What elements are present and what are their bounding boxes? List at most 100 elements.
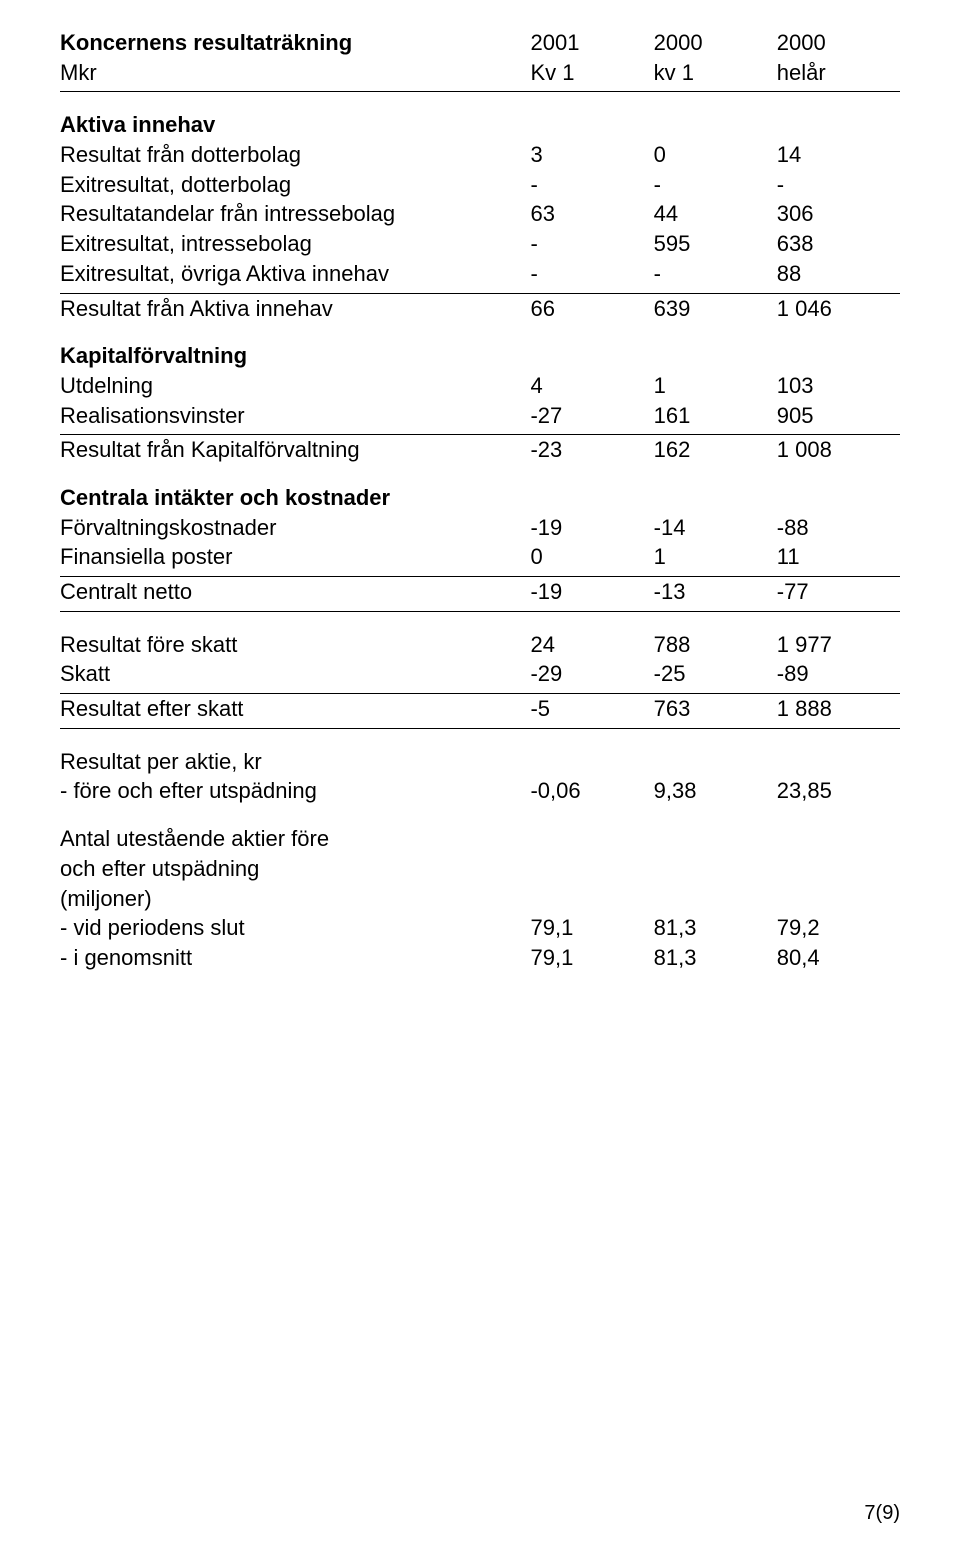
cell: 639	[654, 294, 777, 324]
row-label: Centralt netto	[60, 577, 530, 607]
cell: 1	[654, 542, 777, 572]
gap	[60, 323, 900, 341]
heading: Aktiva innehav	[60, 110, 530, 140]
table-row: Skatt -29 -25 -89	[60, 659, 900, 689]
section-heading-antal-2: och efter utspädning	[60, 854, 900, 884]
cell: 81,3	[654, 913, 777, 943]
row-label: - i genomsnitt	[60, 943, 530, 973]
col-sub-3: helår	[777, 58, 900, 88]
row-label: Förvaltningskostnader	[60, 513, 530, 543]
cell: 79,2	[777, 913, 900, 943]
row-label: Skatt	[60, 659, 530, 689]
cell: 81,3	[654, 943, 777, 973]
cell: 0	[654, 140, 777, 170]
cell: 1 888	[777, 694, 900, 724]
cell: -13	[654, 577, 777, 607]
cell: 79,1	[530, 943, 653, 973]
cell: 3	[530, 140, 653, 170]
cell: -	[654, 170, 777, 200]
cell: -29	[530, 659, 653, 689]
subtitle: Mkr	[60, 58, 530, 88]
col-year-2: 2000	[654, 28, 777, 58]
cell: -77	[777, 577, 900, 607]
table-row: Resultatandelar från intressebolag 63 44…	[60, 199, 900, 229]
title: Koncernens resultaträkning	[60, 28, 530, 58]
row-label: Resultat från Kapitalförvaltning	[60, 435, 530, 465]
table-row: Resultat före skatt 24 788 1 977	[60, 630, 900, 660]
heading: och efter utspädning	[60, 854, 530, 884]
section-heading-antal-3: (miljoner)	[60, 884, 900, 914]
heading: Antal utestående aktier före	[60, 824, 530, 854]
section-heading-centrala: Centrala intäkter och kostnader	[60, 483, 900, 513]
cell: 595	[654, 229, 777, 259]
table-row: - i genomsnitt 79,1 81,3 80,4	[60, 943, 900, 973]
row-label: Exitresultat, dotterbolag	[60, 170, 530, 200]
cell: -14	[654, 513, 777, 543]
cell: 14	[777, 140, 900, 170]
col-year-3: 2000	[777, 28, 900, 58]
cell: 1	[654, 371, 777, 401]
cell: -5	[530, 694, 653, 724]
row-label: Utdelning	[60, 371, 530, 401]
cell: -27	[530, 401, 653, 431]
cell: 103	[777, 371, 900, 401]
header-row-2: Mkr Kv 1 kv 1 helår	[60, 58, 900, 88]
table-row: Utdelning 4 1 103	[60, 371, 900, 401]
col-sub-1: Kv 1	[530, 58, 653, 88]
cell: 162	[654, 435, 777, 465]
cell: -88	[777, 513, 900, 543]
cell: -	[530, 229, 653, 259]
row-label: Finansiella poster	[60, 542, 530, 572]
cell: -23	[530, 435, 653, 465]
row-label: Resultat från dotterbolag	[60, 140, 530, 170]
row-label: Exitresultat, intressebolag	[60, 229, 530, 259]
row-label: - före och efter utspädning	[60, 776, 530, 806]
cell: 306	[777, 199, 900, 229]
cell: 79,1	[530, 913, 653, 943]
cell: 788	[654, 630, 777, 660]
table-total: Centralt netto -19 -13 -77	[60, 577, 900, 607]
heading: Resultat per aktie, kr	[60, 747, 530, 777]
cell: 0	[530, 542, 653, 572]
gap	[60, 729, 900, 747]
gap	[60, 612, 900, 630]
cell: -	[654, 259, 777, 289]
header-row-1: Koncernens resultaträkning 2001 2000 200…	[60, 28, 900, 58]
cell: 24	[530, 630, 653, 660]
table-row: - före och efter utspädning -0,06 9,38 2…	[60, 776, 900, 806]
table-row: Exitresultat, intressebolag - 595 638	[60, 229, 900, 259]
row-label: Exitresultat, övriga Aktiva innehav	[60, 259, 530, 289]
row-label: - vid periodens slut	[60, 913, 530, 943]
row-label: Realisationsvinster	[60, 401, 530, 431]
cell: 1 977	[777, 630, 900, 660]
col-year-1: 2001	[530, 28, 653, 58]
cell: 66	[530, 294, 653, 324]
table-row: Realisationsvinster -27 161 905	[60, 401, 900, 431]
row-label: Resultat före skatt	[60, 630, 530, 660]
table-row: Förvaltningskostnader -19 -14 -88	[60, 513, 900, 543]
table-total: Resultat från Kapitalförvaltning -23 162…	[60, 435, 900, 465]
gap	[60, 806, 900, 824]
row-label: Resultatandelar från intressebolag	[60, 199, 530, 229]
cell: 9,38	[654, 776, 777, 806]
cell: -0,06	[530, 776, 653, 806]
cell: 763	[654, 694, 777, 724]
cell: 1 046	[777, 294, 900, 324]
cell: -19	[530, 513, 653, 543]
cell: 63	[530, 199, 653, 229]
page: Koncernens resultaträkning 2001 2000 200…	[0, 0, 960, 1545]
table-row: Resultat från dotterbolag 3 0 14	[60, 140, 900, 170]
section-heading-aktiva: Aktiva innehav	[60, 110, 900, 140]
table-total: Resultat från Aktiva innehav 66 639 1 04…	[60, 294, 900, 324]
table-row: Finansiella poster 0 1 11	[60, 542, 900, 572]
cell: 88	[777, 259, 900, 289]
cell: 161	[654, 401, 777, 431]
gap	[60, 92, 900, 110]
gap	[60, 465, 900, 483]
cell: -19	[530, 577, 653, 607]
section-heading-antal-1: Antal utestående aktier före	[60, 824, 900, 854]
income-table: Koncernens resultaträkning 2001 2000 200…	[60, 28, 900, 973]
cell: 638	[777, 229, 900, 259]
cell: 905	[777, 401, 900, 431]
table-total: Resultat efter skatt -5 763 1 888	[60, 694, 900, 724]
